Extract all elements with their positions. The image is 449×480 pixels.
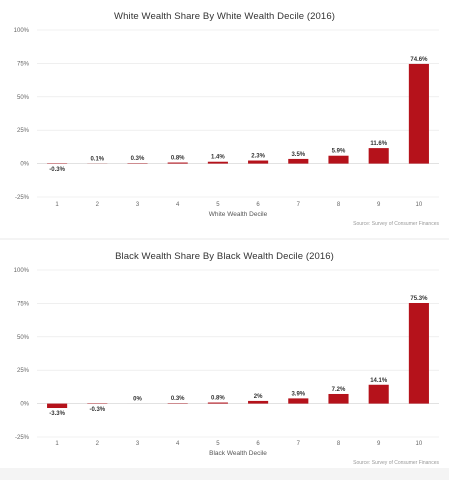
x-tick-label: 2 [96, 202, 100, 208]
chart-title: White Wealth Share By White Wealth Decil… [114, 11, 335, 22]
x-axis-label: Black Wealth Decile [209, 450, 267, 457]
data-label: 2% [254, 394, 263, 400]
bar[interactable] [207, 161, 228, 164]
x-tick-label: 3 [136, 441, 140, 447]
data-label: 74.6% [410, 57, 428, 63]
data-label: 1.4% [211, 155, 225, 161]
y-tick-label: 0% [20, 162, 29, 168]
bar[interactable] [47, 403, 68, 409]
x-tick-label: 10 [416, 441, 423, 447]
data-label: 0.8% [171, 156, 185, 162]
x-tick-label: 8 [337, 202, 341, 208]
x-axis-label: White Wealth Decile [209, 211, 268, 218]
x-tick-label: 5 [216, 202, 220, 208]
y-tick-label: 25% [17, 128, 30, 134]
data-label: 0.8% [211, 396, 225, 402]
data-label: -3.3% [49, 411, 65, 417]
y-tick-label: 50% [17, 95, 30, 101]
data-label: -0.3% [49, 167, 65, 173]
white-wealth-chart: White Wealth Share By White Wealth Decil… [0, 0, 449, 238]
x-tick-label: 4 [176, 202, 180, 208]
bar[interactable] [288, 398, 309, 404]
y-tick-label: -25% [15, 195, 30, 201]
data-label: 7.2% [332, 387, 346, 393]
data-label: 11.6% [370, 141, 387, 147]
x-tick-label: 3 [136, 202, 140, 208]
chart-credit[interactable]: Source: Survey of Consumer Finances [353, 221, 439, 227]
bar[interactable] [328, 393, 349, 404]
bar[interactable] [368, 384, 389, 404]
data-label: 14.1% [370, 378, 388, 384]
x-tick-label: 1 [55, 202, 59, 208]
x-tick-label: 1 [55, 441, 59, 447]
data-label: -0.3% [89, 407, 105, 413]
data-label: 75.3% [410, 296, 428, 302]
white-wealth-plot: -25% 0% 25% 50% 75% 100% -0.3% 1 0.1% 2 0.3% 3 0.8% 4… [14, 28, 439, 218]
data-label: 2.3% [251, 154, 265, 160]
bar[interactable] [248, 400, 269, 404]
x-tick-label: 7 [297, 441, 301, 447]
bar[interactable] [288, 158, 309, 164]
x-tick-label: 6 [256, 441, 260, 447]
bar[interactable] [328, 155, 349, 164]
y-tick-label: 100% [14, 268, 30, 274]
x-tick-label: 10 [416, 202, 423, 208]
x-tick-label: 8 [337, 441, 341, 447]
y-tick-label: 0% [20, 402, 29, 408]
bar[interactable] [207, 402, 228, 404]
y-tick-label: 75% [17, 61, 30, 67]
black-wealth-chart: Black Wealth Share By Black Wealth Decil… [0, 240, 449, 468]
x-tick-label: 2 [96, 441, 100, 447]
x-tick-label: 5 [216, 441, 220, 447]
data-label: 0% [133, 397, 142, 403]
x-tick-label: 7 [297, 202, 301, 208]
data-label: 3.5% [291, 152, 305, 158]
data-label: 3.9% [291, 391, 305, 397]
bar[interactable] [167, 162, 188, 164]
y-tick-label: 75% [17, 301, 30, 307]
chart-credit[interactable]: Source: Survey of Consumer Finances [353, 460, 439, 466]
data-label: 0.3% [171, 396, 185, 402]
chart-title: Black Wealth Share By Black Wealth Decil… [115, 251, 334, 262]
y-tick-label: 25% [17, 368, 30, 374]
x-tick-label: 9 [377, 441, 381, 447]
bar[interactable] [368, 148, 389, 164]
x-tick-label: 9 [377, 202, 381, 208]
y-tick-label: -25% [15, 435, 30, 441]
black-wealth-plot: -25% 0% 25% 50% 75% 100% -3.3% 1 -0.3% 2 0% 3 0.3% 4 0… [14, 268, 439, 457]
data-label: 0.1% [90, 156, 104, 162]
data-label: 5.9% [332, 149, 346, 155]
bar[interactable] [408, 63, 429, 164]
x-tick-label: 6 [256, 202, 260, 208]
x-tick-label: 4 [176, 441, 180, 447]
bar[interactable] [248, 160, 269, 164]
bar[interactable] [408, 302, 429, 404]
data-label: 0.3% [131, 156, 145, 162]
y-tick-label: 100% [14, 28, 30, 34]
y-tick-label: 50% [17, 335, 30, 341]
